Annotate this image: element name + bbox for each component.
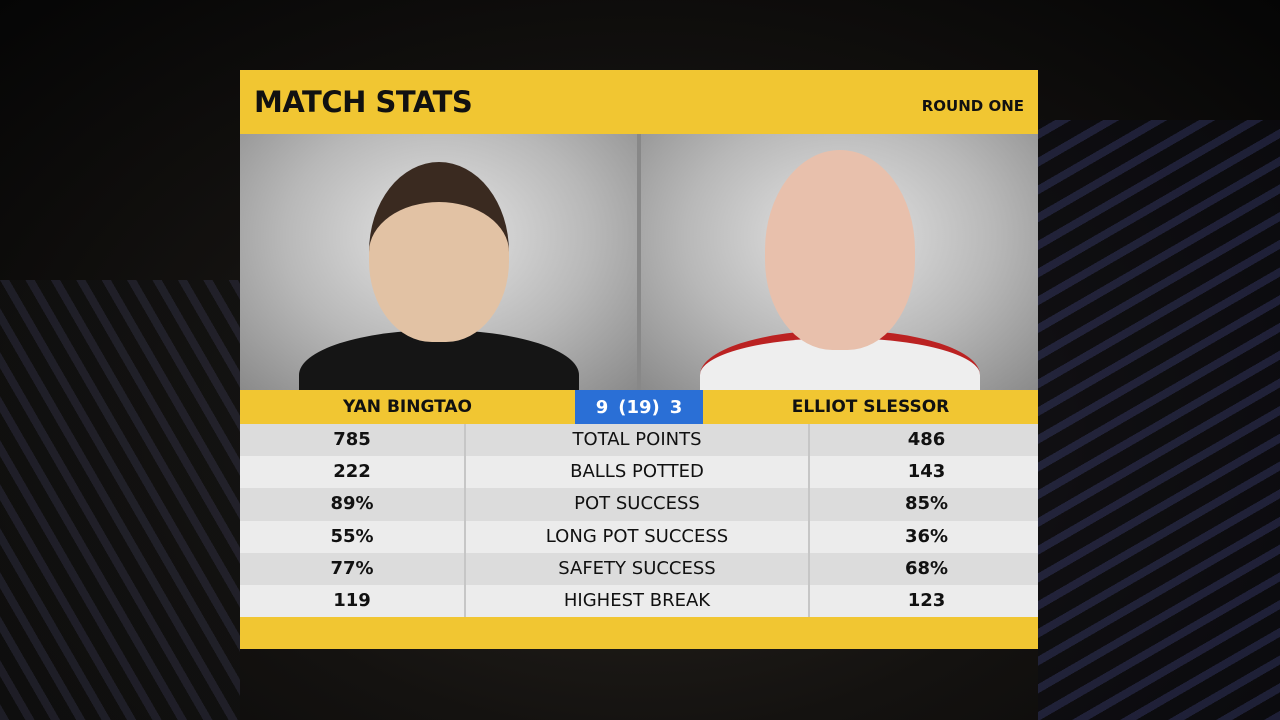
arena-background-right [1038,120,1280,720]
score-right: 3 [669,396,683,418]
score-left: 9 [595,396,609,418]
match-stats-panel: MATCH STATS ROUND ONE YAN BINGTAO 9 (19)… [240,70,1038,650]
stat-right-value: 486 [907,429,946,450]
stat-label: TOTAL POINTS [466,424,810,457]
player-photo-right [641,134,1038,390]
round-label: ROUND ONE [921,97,1024,115]
header-bar: MATCH STATS ROUND ONE [240,70,1038,134]
table-row: 119 HIGHEST BREAK 123 [240,584,1038,618]
player-name-right: ELLIOT SLESSOR [791,397,950,417]
stat-right-value: 143 [907,461,946,483]
stat-left-value: 89% [240,488,466,521]
player-photo-left [240,134,637,390]
player-name-left: YAN BINGTAO [342,397,473,417]
table-row: 55% LONG POT SUCCESS 36% [240,520,1038,553]
player-photos [240,134,1038,390]
stat-left-value: 55% [240,520,466,553]
stat-right-value: 123 [907,589,946,611]
stat-label: POT SUCCESS [466,488,810,521]
table-row: 785 TOTAL POINTS 486 [240,424,1038,457]
stats-table: 785 TOTAL POINTS 486 222 BALLS POTTED 143 89% P… [240,424,1038,618]
stat-left-value: 77% [240,552,466,585]
stat-right-value: 36% [904,525,949,547]
stat-label: LONG POT SUCCESS [466,520,810,553]
score-badge: 9 (19) 3 [575,390,703,424]
players-bar: YAN BINGTAO 9 (19) 3 ELLIOT SLESSOR [240,390,1038,424]
table-row: 222 BALLS POTTED 143 [240,456,1038,489]
stat-label: HIGHEST BREAK [466,584,810,618]
page-title: MATCH STATS [254,85,473,119]
stat-label: SAFETY SUCCESS [466,552,810,585]
stat-right-value: 68% [904,557,949,579]
stat-label: BALLS POTTED [466,456,810,489]
table-row: 77% SAFETY SUCCESS 68% [240,552,1038,585]
arena-background-left [0,280,240,720]
stat-left-value: 119 [240,584,466,618]
best-of-frames: (19) [618,396,660,418]
stat-right-value: 85% [904,493,949,515]
table-row: 89% POT SUCCESS 85% [240,488,1038,521]
stat-left-value: 222 [240,456,466,489]
footer-bar [240,617,1038,650]
stat-left-value: 785 [240,424,466,457]
